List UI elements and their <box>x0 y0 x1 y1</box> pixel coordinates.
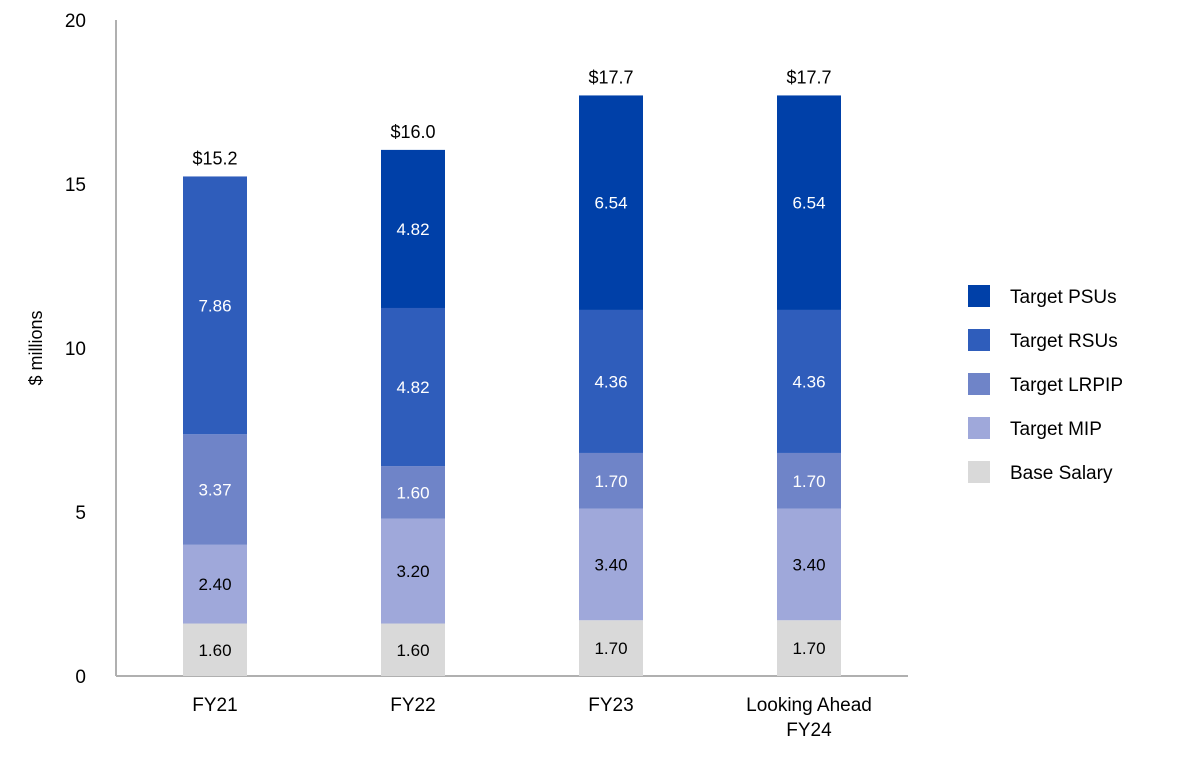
legend-swatch <box>968 373 990 395</box>
segment-value-label: 3.40 <box>594 555 627 574</box>
bar-segment-target-mip <box>183 544 247 624</box>
bar-total-label: $16.0 <box>390 122 435 142</box>
y-tick-label: 10 <box>65 339 86 360</box>
y-axis-label: $ millions <box>26 310 46 385</box>
x-tick-label: FY24 <box>786 720 832 741</box>
segment-value-label: 3.37 <box>198 481 231 500</box>
bar-segment-target-psus <box>777 95 841 310</box>
y-tick-label: 15 <box>65 175 86 196</box>
legend-label: Target PSUs <box>1010 287 1117 308</box>
segment-value-label: 1.70 <box>594 639 627 658</box>
data-labels: 1.60 2.40 3.37 7.86 $15.2 1.60 3.20 1.60 4.82 4.8… <box>192 67 831 659</box>
segment-value-label: 1.60 <box>396 483 429 502</box>
segment-value-label: 3.20 <box>396 562 429 581</box>
bars <box>183 95 841 676</box>
y-tick-labels: 0 5 10 15 20 <box>65 11 86 688</box>
legend-label: Target MIP <box>1010 419 1102 440</box>
legend-label: Base Salary <box>1010 463 1113 484</box>
x-tick-label: FY21 <box>192 695 237 716</box>
segment-value-label: 6.54 <box>792 194 825 213</box>
y-tick-label: 0 <box>75 667 86 688</box>
bar-segment-target-mip <box>381 518 445 624</box>
legend-swatch <box>968 285 990 307</box>
x-tick-label: Looking Ahead <box>746 695 872 716</box>
legend-swatch <box>968 417 990 439</box>
bar-segment-base-salary <box>579 620 643 676</box>
legend-label: Target RSUs <box>1010 331 1118 352</box>
bar-segment-target-rsus <box>381 307 445 467</box>
axes: $ millions 0 5 10 15 20 FY21 FY22 FY23 Looking … <box>26 11 908 741</box>
legend-swatch <box>968 329 990 351</box>
segment-value-label: 4.36 <box>594 372 627 391</box>
legend-swatch <box>968 461 990 483</box>
segment-value-label: 1.60 <box>198 641 231 660</box>
y-tick-label: 5 <box>75 503 86 524</box>
bar-segment-target-psus <box>579 95 643 310</box>
segment-value-label: 1.60 <box>396 641 429 660</box>
segment-value-label: 1.70 <box>792 639 825 658</box>
segment-value-label: 2.40 <box>198 575 231 594</box>
bar-segment-base-salary <box>183 623 247 676</box>
legend: Target PSUs Target RSUs Target LRPIP Target… <box>968 285 1123 484</box>
bar-segment-target-lrpip <box>777 452 841 509</box>
bar-segment-target-rsus <box>579 309 643 453</box>
segment-value-label: 4.82 <box>396 220 429 239</box>
legend-label: Target LRPIP <box>1010 375 1123 396</box>
bar-segment-target-mip <box>579 508 643 621</box>
bar-segment-target-rsus <box>777 309 841 453</box>
x-tick-label: FY23 <box>588 695 633 716</box>
bar-segment-target-lrpip <box>579 452 643 509</box>
bar-total-label: $15.2 <box>192 148 237 168</box>
bar-segment-target-lrpip <box>183 434 247 545</box>
bar-segment-base-salary <box>381 623 445 676</box>
y-tick-label: 20 <box>65 11 86 32</box>
bar-segment-target-mip <box>777 508 841 621</box>
bar-segment-target-rsus <box>183 176 247 435</box>
segment-value-label: 6.54 <box>594 194 627 213</box>
segment-value-label: 3.40 <box>792 555 825 574</box>
x-tick-labels: FY21 FY22 FY23 Looking Ahead FY24 <box>192 695 872 741</box>
bar-segment-base-salary <box>777 620 841 676</box>
x-tick-label: FY22 <box>390 695 435 716</box>
segment-value-label: 1.70 <box>594 472 627 491</box>
segment-value-label: 7.86 <box>198 296 231 315</box>
segment-value-label: 1.70 <box>792 472 825 491</box>
bar-segment-target-psus <box>381 149 445 308</box>
bar-total-label: $17.7 <box>786 67 831 87</box>
segment-value-label: 4.82 <box>396 378 429 397</box>
segment-value-label: 4.36 <box>792 372 825 391</box>
bar-total-label: $17.7 <box>588 67 633 87</box>
bar-segment-target-lrpip <box>381 466 445 519</box>
